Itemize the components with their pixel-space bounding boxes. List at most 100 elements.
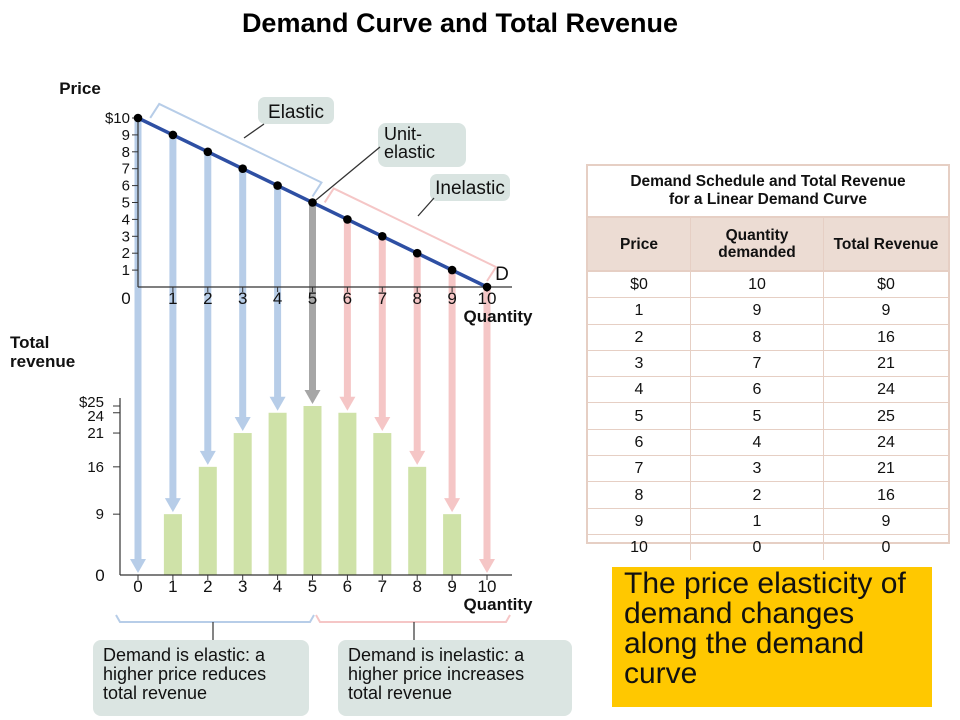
tr-arrow-head [444,498,461,513]
page-title: Demand Curve and Total Revenue [241,8,679,38]
revenue-x-tick-label: 8 [412,577,421,596]
demand-point [133,113,143,123]
revenue-x-tick-label: 9 [447,577,456,596]
unit-elastic-label: Unit- [384,124,422,144]
tr-arrow-head [304,390,321,404]
revenue-tick-label: 24 [87,408,104,425]
quantity-cell: 6 [691,377,824,403]
elastic-note: Demand is elastic: a higher price reduce… [93,640,309,716]
demand-point [308,198,317,207]
quantity-tick-label: 4 [273,289,282,308]
price-tick-label: 1 [122,262,130,279]
price-cell: 8 [588,482,691,508]
demand-point [378,232,387,241]
table-row: 4 6 24 [588,377,948,404]
revenue-cell: 16 [877,328,895,346]
tr-arrow-head [374,417,391,432]
price-tick-label: 9 [122,127,130,144]
demand-point [447,265,457,275]
quantity-tick-label: 8 [412,289,421,308]
revenue-tick-label: 0 [95,566,104,585]
price-tick-label: 7 [122,161,130,178]
inelastic-label: Inelastic [435,178,505,199]
demand-point [273,181,282,190]
revenue-x-tick-label: 7 [378,577,387,596]
quantity-axis-label: Quantity [464,307,533,326]
revenue-cell: 24 [877,381,895,399]
table-title-line-2: for a Linear Demand Curve [668,191,868,208]
tr-arrow-head [339,396,356,411]
price-cell: 4 [588,377,691,403]
table-row: 2 8 16 [588,324,948,351]
inelastic-bracket [323,187,498,282]
revenue-bar [163,514,182,575]
revenue-cell: 21 [877,460,895,478]
revenue-x-tick-label: 5 [308,577,317,596]
elastic-leader [243,123,265,139]
revenue-bar [303,406,322,575]
revenue-quantity-label: Quantity [464,595,533,614]
revenue-cell: 24 [877,433,895,451]
revenue-x-tick-label: 1 [168,577,177,596]
table-row: $0 10 $0 [588,272,948,299]
revenue-axis-label: revenue [10,352,75,371]
revenue-cell: 0 [881,539,891,557]
revenue-x-tick-label: 0 [133,577,142,596]
quantity-cell: 7 [691,350,824,377]
revenue-x-tick-label: 3 [238,577,247,596]
demand-schedule-table: Demand Schedule and Total Revenue for a … [586,164,950,561]
demand-point [412,248,422,258]
elastic-label-box [258,97,334,124]
table-row: 3 7 21 [588,350,948,378]
inelastic-bottom-bracket [315,614,511,623]
quantity-cell: 3 [691,456,824,482]
price-tick-label: 6 [122,178,130,195]
revenue-bar [373,433,392,575]
tr-arrow-head [199,450,216,465]
elastic-bracket [149,102,323,198]
elasticity-callout: The price elasticity of demand changes a… [612,567,932,707]
revenue-x-tick-label: 10 [478,577,497,596]
header-quantity: Quantity demanded [691,218,824,270]
price-cell: 3 [588,350,691,377]
price-cell: 7 [588,456,691,482]
table-body: $0 10 $0 1 9 9 2 8 16 3 7 21 4 6 24 5 5 25 6 4 24 7 3 21 8 2 16 9 1 9… [588,272,948,561]
inelastic-label-box [430,174,510,201]
quantity-tick-label: 3 [238,289,247,308]
demand-point [343,215,352,224]
quantity-tick-label: 6 [343,289,352,308]
revenue-cell: 9 [881,302,891,320]
price-cell: 10 [588,534,691,561]
revenue-bar [198,466,217,575]
demand-point [238,164,247,173]
revenue-cell: 25 [877,407,895,425]
table-row: 5 5 25 [588,403,948,430]
inelastic-leader [417,197,435,217]
tr-arrow-head [269,396,286,411]
revenue-bar [408,466,427,575]
quantity-cell: 5 [691,403,824,429]
revenue-bar [268,412,287,575]
quantity-tick-label: 9 [447,289,456,308]
tr-arrow-head [479,559,495,573]
demand-point [482,282,492,292]
price-cell: 5 [588,403,691,429]
quantity-tick-label: 5 [308,289,317,308]
quantity-cell: 10 [691,272,824,298]
unit-elastic-label: elastic [384,142,435,162]
quantity-cell: 4 [691,429,824,456]
table-row: 8 2 16 [588,482,948,509]
elastic-label: Elastic [268,102,324,123]
price-tick-label: 4 [122,211,130,228]
revenue-x-tick-label: 6 [343,577,352,596]
tr-arrow-head [130,559,146,573]
quantity-tick-label: 1 [168,289,177,308]
revenue-tick-label: 9 [96,506,104,523]
inelastic-note: Demand is inelastic: a higher price incr… [338,640,572,716]
revenue-cell: 21 [877,355,895,373]
table-header-row: Price Quantity demanded Total Revenue [588,218,948,272]
table-title: Demand Schedule and Total Revenue for a … [588,166,948,218]
